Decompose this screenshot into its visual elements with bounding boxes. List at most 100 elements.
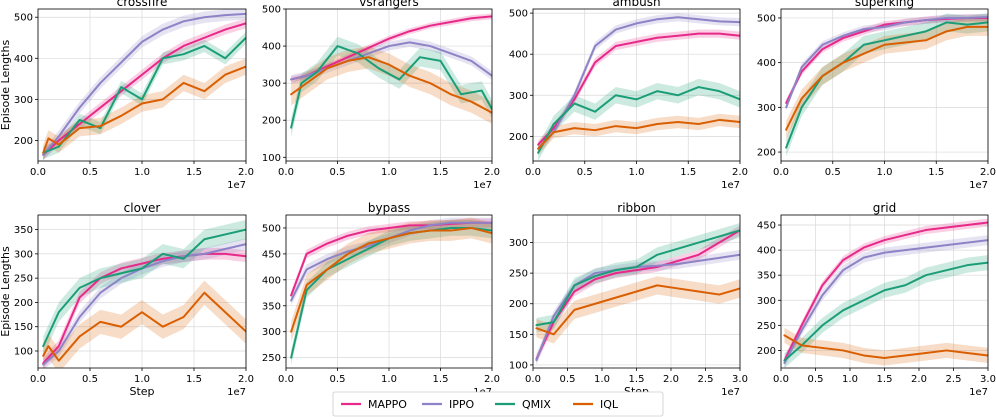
panel-grid-band-iql [784, 327, 988, 366]
panel-clover-series-group [42, 219, 246, 368]
panel-superking-line-ippo [785, 16, 988, 109]
panel-superking-ytick-label-2: 400 [757, 58, 776, 69]
panel-vsrangers-ytick-label-0: 100 [262, 153, 281, 164]
panel-vsrangers-xtick-label-0: 0.0 [278, 167, 294, 178]
panel-bypass-ytick-label-5: 500 [262, 223, 281, 234]
panel-ambush-xtick-label-1: 0.5 [577, 167, 593, 178]
panel-bypass-title: bypass [368, 201, 410, 215]
panel-clover-line-qmix [42, 228, 246, 348]
panel-superking-line-iql [785, 25, 988, 131]
panel-grid-x-exponent: 1e7 [969, 387, 988, 398]
panel-clover-line-mappo [42, 252, 246, 365]
panel-bypass-band-ippo [291, 217, 492, 306]
panel-ribbon-line-qmix [535, 229, 740, 327]
panel-crossfire-ytick-label-3: 500 [14, 13, 33, 24]
panel-superking-xtick-label-1: 0.5 [825, 167, 841, 178]
panel-grid-xtick-label-6: 3.0 [980, 374, 996, 385]
panel-vsrangers-xtick-label-4: 2.0 [484, 167, 500, 178]
panel-vsrangers-ytick-label-1: 200 [262, 116, 281, 127]
panel-bypass-line-iql [290, 226, 492, 333]
panel-grid-line-mappo [783, 221, 988, 362]
panel-grid-line-iql [783, 334, 988, 359]
panel-clover-band-ippo [43, 238, 246, 368]
panel-ribbon-xtick-label-2: 1.0 [594, 374, 610, 385]
panel-vsrangers-xtick-label-3: 1.5 [433, 167, 449, 178]
panel-clover-xtick-label-1: 0.5 [82, 374, 98, 385]
panel-grid: 0.0 0.5 1.0 1.5 2.0 2.5 3.0 200 250 300 350 400 450 g… [757, 201, 996, 398]
panel-crossfire-band-mappo [43, 18, 246, 160]
panel-bypass-ytick-label-0: 250 [262, 353, 281, 364]
panel-vsrangers-xtick-label-2: 1.0 [381, 167, 397, 178]
panel-crossfire-xtick-label-2: 1.0 [134, 167, 150, 178]
panel-grid-series-group [783, 218, 988, 368]
panel-ribbon-xtick-label-6: 3.0 [732, 374, 748, 385]
panel-ambush-ytick-label-3: 500 [509, 9, 528, 20]
panel-ambush-ytick-label-0: 200 [509, 132, 528, 143]
panel-clover-ytick-label-5: 350 [14, 225, 33, 236]
panel-ribbon-line-mappo [535, 229, 740, 360]
panel-grid-xtick-label-3: 1.5 [877, 374, 893, 385]
panel-vsrangers-xtick-label-1: 0.5 [330, 167, 346, 178]
panel-superking-series-group [785, 13, 988, 157]
legend-label-mappo: MAPPO [368, 398, 407, 411]
panel-vsrangers-title: vsrangers [359, 0, 418, 9]
panel-ambush-xtick-label-4: 2.0 [732, 167, 748, 178]
panel-grid-xtick-label-0: 0.0 [773, 374, 789, 385]
panel-vsrangers-band-qmix [291, 36, 492, 137]
panel-clover-xtick-label-3: 1.5 [186, 374, 202, 385]
panel-crossfire-ylabel: Episode Lengths [0, 40, 12, 131]
panel-clover-xtick-label-4: 2.0 [238, 374, 254, 385]
panel-clover-xtick-label-0: 0.0 [30, 374, 46, 385]
panel-clover-ylabel: Episode Lengths [0, 246, 12, 337]
panel-clover-ytick-label-3: 250 [14, 274, 33, 285]
panel-superking-xtick-label-3: 1.5 [928, 167, 944, 178]
panel-bypass-ytick-label-1: 300 [262, 327, 281, 338]
panel-crossfire-xtick-label-3: 1.5 [186, 167, 202, 178]
panel-crossfire-band-iql [43, 58, 246, 161]
panel-grid-ytick-label-3: 350 [757, 271, 776, 282]
panel-bypass-ytick-label-2: 350 [262, 301, 281, 312]
panels-root: 0.0 0.5 1.0 1.5 2.0 200 300 400 500 crossfire 1e7 E… [0, 0, 996, 398]
panel-crossfire-ytick-label-0: 200 [14, 136, 33, 147]
panel-superking-xtick-label-0: 0.0 [773, 167, 789, 178]
panel-grid-xtick-label-1: 0.5 [808, 374, 824, 385]
legend-label-ippo: IPPO [449, 398, 475, 411]
panel-ribbon-xtick-label-1: 0.5 [560, 374, 576, 385]
panel-vsrangers-line-ippo [290, 41, 492, 81]
panel-superking-xtick-label-2: 1.0 [877, 167, 893, 178]
panel-superking-ytick-label-0: 200 [757, 148, 776, 159]
panel-grid-ytick-label-1: 250 [757, 321, 776, 332]
panel-ambush-ytick-label-1: 300 [509, 91, 528, 102]
panel-vsrangers-ytick-label-4: 500 [262, 5, 281, 16]
panel-grid-ytick-label-4: 400 [757, 246, 776, 257]
panel-grid-line-ippo [783, 239, 988, 364]
panel-superking-xtick-label-4: 2.0 [980, 167, 996, 178]
panel-ambush-line-ippo [537, 16, 740, 150]
panel-ribbon-ytick-label-0: 100 [509, 360, 528, 371]
legend-label-iql: IQL [600, 398, 619, 411]
panel-crossfire-line-iql [42, 65, 246, 154]
panel-ribbon-ytick-label-3: 250 [509, 269, 528, 280]
panel-crossfire-series-group [42, 9, 246, 161]
panel-superking-title: superking [855, 0, 914, 9]
panel-superking-x-exponent: 1e7 [969, 180, 988, 191]
panel-ambush-ytick-label-2: 400 [509, 50, 528, 61]
panel-clover-ytick-label-1: 150 [14, 322, 33, 333]
panel-superking-band-iql [786, 17, 988, 139]
panel-bypass-series-group [290, 217, 492, 366]
panel-vsrangers-series-group [290, 13, 492, 137]
panel-crossfire-ytick-label-1: 300 [14, 95, 33, 106]
panel-grid-xtick-label-2: 1.0 [842, 374, 858, 385]
panel-ribbon-line-iql [535, 284, 740, 336]
panel-bypass-xtick-label-2: 1.0 [381, 374, 397, 385]
panel-vsrangers-line-iql [290, 56, 492, 114]
panel-bypass-xtick-label-0: 0.0 [278, 374, 294, 385]
panel-grid-xtick-label-5: 2.5 [946, 374, 962, 385]
panel-crossfire-xtick-label-1: 0.5 [82, 167, 98, 178]
panel-clover-ytick-label-0: 100 [14, 347, 33, 358]
panel-superking-ytick-label-3: 500 [757, 13, 776, 24]
panel-clover-band-qmix [43, 219, 246, 356]
panel-ribbon-xtick-label-4: 2.0 [663, 374, 679, 385]
panel-ribbon-band-iql [536, 276, 740, 344]
panel-grid-ytick-label-2: 300 [757, 296, 776, 307]
